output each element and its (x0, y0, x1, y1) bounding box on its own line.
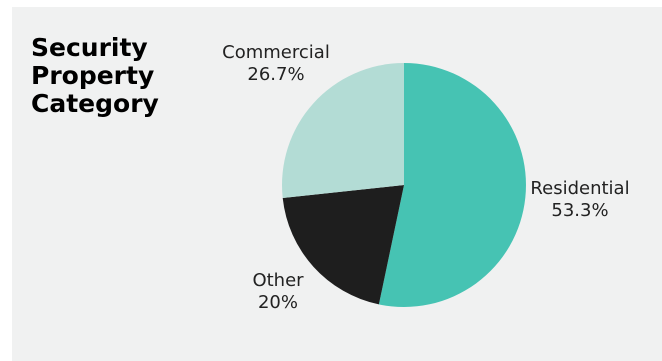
slice-value-other: 20% (258, 292, 298, 313)
chart-title-line-2: Property (31, 61, 155, 90)
pie-slice-residential (378, 63, 526, 307)
pie-slice-commercial (282, 63, 404, 199)
slice-value-residential: 53.3% (551, 200, 608, 221)
pie-slices (282, 63, 526, 307)
slice-label-residential: Residential (530, 178, 629, 199)
pie-slice-other (282, 185, 404, 305)
chart-title-line-3: Category (31, 89, 159, 118)
slice-value-commercial: 26.7% (247, 64, 304, 85)
slice-label-other: Other (252, 270, 304, 291)
chart-title: Security Property Category (31, 34, 201, 118)
chart-title-line-1: Security (31, 33, 148, 62)
slice-label-commercial: Commercial (222, 42, 330, 63)
